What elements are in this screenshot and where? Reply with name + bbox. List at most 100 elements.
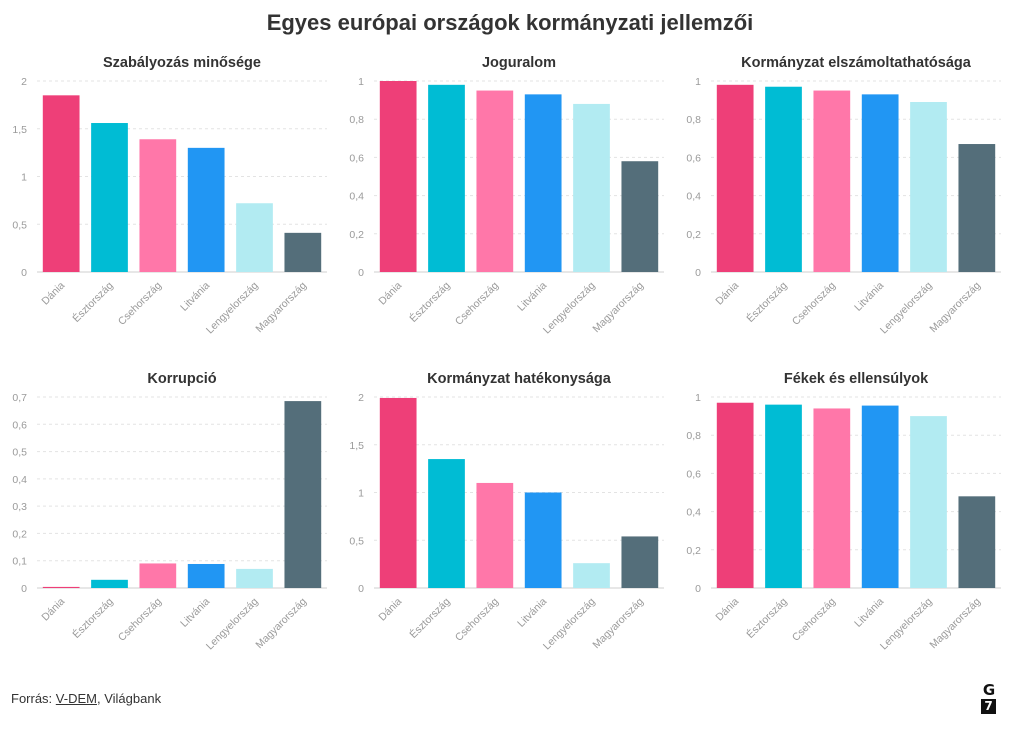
x-tick-label: Magyarország [253, 596, 309, 652]
x-tick-label: Észtország [744, 279, 790, 325]
bar-lengyelorszag [236, 568, 273, 588]
x-tick-label: Litvánia [178, 280, 212, 314]
y-tick-label: 0,7 [12, 392, 27, 404]
y-tick-label: 0,6 [686, 468, 701, 480]
y-tick-label: 0,2 [12, 528, 27, 540]
y-tick-label: 0 [21, 583, 27, 595]
bar-magyarorszag [958, 144, 996, 272]
x-tick-label: Litvánia [515, 280, 549, 314]
x-tick-label: Észtország [407, 595, 453, 641]
bar-lengyelorszag [573, 103, 610, 272]
chart-joguralom: Joguralom 0 0,2 0,4 0,6 0,8 1 Dánia Észtország Cs… [349, 55, 664, 336]
bar-magyarorszag [621, 536, 659, 588]
y-tick-label: 0,6 [686, 152, 701, 164]
y-tick-label: 0,6 [349, 152, 364, 164]
y-tick-label: 0,4 [349, 191, 364, 203]
bar-litvania [524, 492, 562, 588]
y-tick-label: 0,8 [686, 430, 701, 442]
y-tick-label: 1 [695, 392, 701, 404]
x-tick-label: Litvánia [852, 596, 886, 630]
bar-litvania [187, 563, 225, 588]
x-tick-label: Észtország [744, 595, 790, 641]
logo-number-seven: 7 [981, 699, 996, 714]
y-tick-label: 0,8 [686, 114, 701, 126]
x-tick-label: Csehország [453, 280, 501, 328]
y-tick-label: 0,2 [349, 229, 364, 241]
bar-csehorszag [139, 139, 177, 272]
chart-title: Joguralom [482, 55, 556, 71]
bar-lengyelorszag [910, 416, 947, 588]
x-tick-label: Csehország [116, 596, 164, 644]
bar-litvania [524, 94, 562, 273]
x-tick-label: Magyarország [927, 596, 983, 652]
x-tick-label: Csehország [453, 596, 501, 644]
x-tick-label: Magyarország [590, 596, 646, 652]
y-tick-label: 0,8 [349, 114, 364, 126]
bar-dania [716, 402, 754, 588]
y-tick-label: 0,2 [686, 545, 701, 557]
source-worldbank: Világbank [104, 691, 162, 706]
source-link-vdem[interactable]: V-DEM [55, 691, 97, 706]
chart-title: Fékek és ellensúlyok [784, 371, 929, 387]
y-tick-label: 0 [695, 267, 701, 279]
x-tick-label: Dánia [376, 596, 404, 624]
x-tick-label: Dánia [713, 280, 741, 308]
y-tick-label: 0,3 [12, 501, 27, 513]
logo-letter-g: G [982, 681, 996, 699]
bar-csehorszag [476, 482, 514, 588]
y-tick-label: 0 [695, 583, 701, 595]
page-title: Egyes európai országok kormányzati jelle… [266, 10, 754, 35]
y-tick-label: 1 [358, 76, 364, 88]
bar-magyarorszag [284, 401, 322, 588]
source-prefix: Forrás: [11, 691, 56, 706]
chart-title: Korrupció [147, 371, 216, 387]
x-tick-label: Észtország [407, 279, 453, 325]
chart-fekek-es-ellensulyok: Fékek és ellensúlyok 0 0,2 0,4 0,6 0,8 1 Dánia É… [686, 371, 1001, 652]
bar-magyarorszag [284, 232, 322, 272]
x-tick-label: Dánia [376, 280, 404, 308]
y-tick-label: 0 [21, 267, 27, 279]
bar-dania [42, 586, 80, 588]
bar-lengyelorszag [910, 102, 947, 272]
bar-litvania [861, 405, 899, 588]
x-tick-label: Észtország [70, 279, 116, 325]
x-tick-label: Lengyelország [878, 596, 935, 653]
bar-dania [716, 84, 754, 272]
x-tick-label: Dánia [713, 596, 741, 624]
y-tick-label: 0,5 [12, 219, 27, 231]
bar-esztorszag [765, 404, 802, 588]
x-tick-label: Litvánia [178, 596, 212, 630]
g7-logo: G 7 [981, 683, 997, 714]
chart-kormanyzat-hatekonysaga: Kormányzat hatékonysága 0 0,5 1 1,5 2 Dánia Ész… [349, 371, 664, 652]
x-tick-label: Lengyelország [878, 280, 935, 337]
chart-szabalyozas-minosege: Szabályozás minősége 0 0,5 1 1,5 2 Dánia Észtor… [12, 55, 327, 336]
chart-title: Kormányzat hatékonysága [427, 371, 612, 387]
y-tick-label: 0,4 [12, 474, 27, 486]
x-tick-label: Magyarország [590, 280, 646, 336]
x-tick-label: Csehország [790, 596, 838, 644]
chart-korrupcio: Korrupció 0 0,1 0,2 0,3 0,4 0,5 0,6 0,7 Dánia Észt… [12, 371, 327, 652]
y-tick-label: 1 [358, 488, 364, 500]
x-tick-label: Magyarország [253, 280, 309, 336]
y-tick-label: 1,5 [349, 440, 364, 452]
bar-dania [379, 81, 417, 272]
y-tick-label: 1 [695, 76, 701, 88]
x-tick-label: Lengyelország [541, 596, 598, 653]
x-tick-label: Magyarország [927, 280, 983, 336]
bar-esztorszag [91, 123, 128, 273]
bar-esztorszag [765, 86, 802, 272]
x-tick-label: Dánia [39, 280, 67, 308]
x-tick-label: Csehország [116, 280, 164, 328]
y-tick-label: 0,4 [686, 191, 701, 203]
y-tick-label: 0,5 [12, 447, 27, 459]
bar-esztorszag [428, 459, 465, 588]
x-tick-label: Lengyelország [541, 280, 598, 337]
x-tick-label: Litvánia [852, 280, 886, 314]
bar-csehorszag [813, 90, 851, 272]
y-tick-label: 1,5 [12, 124, 27, 136]
x-tick-label: Lengyelország [204, 596, 261, 653]
source-footer: Forrás: V-DEM, Világbank [11, 691, 161, 706]
x-tick-label: Litvánia [515, 596, 549, 630]
chart-title: Kormányzat elszámoltathatósága [741, 55, 972, 71]
y-tick-label: 0,5 [349, 535, 364, 547]
